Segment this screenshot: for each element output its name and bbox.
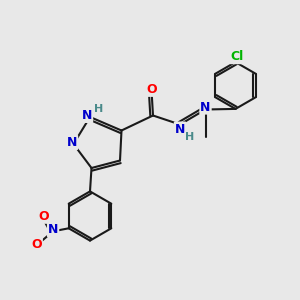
- Text: N: N: [200, 100, 211, 114]
- Text: Cl: Cl: [230, 50, 244, 63]
- Text: N: N: [175, 122, 185, 136]
- Text: O: O: [39, 210, 50, 223]
- Text: N: N: [82, 109, 92, 122]
- Text: O: O: [31, 238, 42, 251]
- Text: N: N: [67, 136, 77, 149]
- Text: N: N: [48, 223, 58, 236]
- Text: H: H: [94, 104, 103, 115]
- Text: H: H: [185, 132, 194, 142]
- Text: O: O: [146, 83, 157, 96]
